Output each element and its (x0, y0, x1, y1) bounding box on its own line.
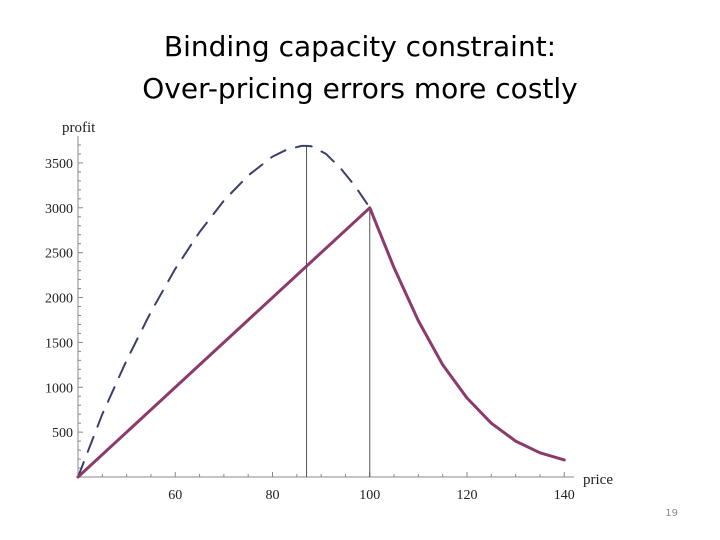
series (76, 144, 566, 479)
title-line-2: Over-pricing errors more costly (142, 72, 578, 105)
axes (77, 136, 574, 478)
y-tick-label: 500 (52, 426, 73, 441)
y-tick-label: 2500 (45, 247, 73, 262)
y-tick-label: 2000 (45, 292, 73, 307)
series-dashed-line (77, 144, 371, 478)
y-tick-label: 1500 (45, 336, 73, 351)
series-solid-line (76, 206, 566, 479)
y-axis-label: profit (62, 120, 96, 136)
x-axis-label: price (583, 472, 613, 488)
x-tick-label: 60 (168, 488, 182, 503)
x-tick-label: 120 (457, 488, 478, 503)
slide-title: Binding capacity constraint: Over-pricin… (0, 26, 720, 110)
x-tick-label: 140 (554, 488, 575, 503)
y-tick-label: 1000 (45, 381, 73, 396)
vertical-reference-lines (306, 145, 371, 477)
x-tick-label: 100 (359, 488, 380, 503)
y-tick-label: 3500 (45, 157, 73, 172)
page-number: 19 (665, 508, 678, 519)
title-line-1: Binding capacity constraint: (163, 30, 557, 63)
y-tick-label: 3000 (45, 202, 73, 217)
tick-labels: 60 80 100 120 140 500 1000 1500 2000 2500 3000 3500 (45, 157, 575, 503)
x-tick-label: 80 (266, 488, 280, 503)
